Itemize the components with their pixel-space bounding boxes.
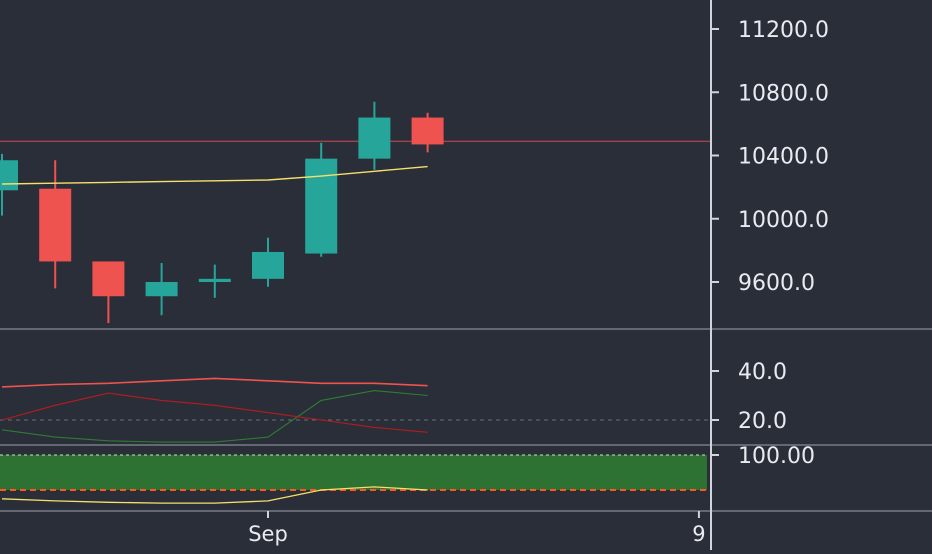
candle-up[interactable] — [0, 160, 18, 191]
oscillator-pane[interactable] — [0, 454, 707, 504]
price-pane[interactable] — [0, 101, 711, 324]
x-tick-label: Sep — [248, 522, 288, 546]
oscillator-band — [0, 455, 707, 490]
adx-line[interactable] — [1, 377, 428, 388]
dmi-pane[interactable] — [0, 377, 711, 443]
di-minus-line[interactable] — [1, 392, 428, 433]
y-tick-label: 100.00 — [738, 444, 815, 469]
di-plus-line[interactable] — [1, 390, 428, 443]
y-tick-label: 11200.0 — [738, 18, 829, 43]
candle-down[interactable] — [411, 117, 444, 145]
y-tick-label: 10800.0 — [738, 81, 829, 106]
oscillator-line[interactable] — [1, 486, 428, 504]
x-tick-label: 9 — [692, 522, 705, 546]
candle-up[interactable] — [305, 158, 338, 254]
candle-up[interactable] — [145, 282, 178, 297]
candle-up[interactable] — [252, 251, 284, 279]
y-tick-label: 10400.0 — [738, 145, 829, 170]
moving-average-line — [1, 165, 428, 185]
candle-down[interactable] — [39, 188, 72, 262]
candle-up[interactable] — [358, 117, 391, 159]
candle-up[interactable] — [198, 278, 231, 282]
y-tick-label: 40.0 — [738, 360, 787, 385]
y-tick-label: 9600.0 — [738, 271, 815, 296]
candle-down[interactable] — [92, 261, 125, 297]
y-tick-label: 10000.0 — [738, 208, 829, 233]
y-tick-label: 20.0 — [738, 409, 787, 434]
